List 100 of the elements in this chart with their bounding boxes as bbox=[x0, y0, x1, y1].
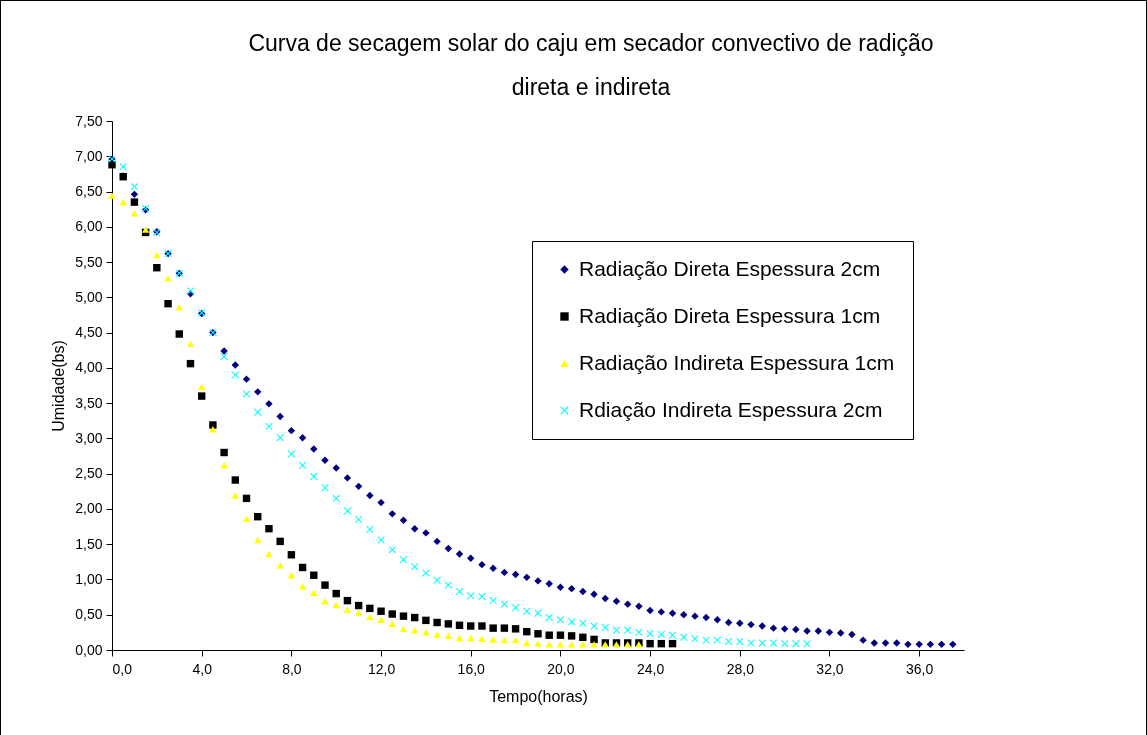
point bbox=[489, 636, 497, 643]
point bbox=[590, 641, 598, 648]
point bbox=[422, 629, 430, 636]
point bbox=[321, 581, 329, 589]
y-tick-label: 1,00 bbox=[75, 570, 103, 587]
point bbox=[534, 640, 542, 647]
x-axis-title: Tempo(horas) bbox=[489, 687, 588, 705]
point bbox=[545, 631, 553, 639]
point bbox=[153, 264, 161, 272]
y-tick-label: 6,00 bbox=[75, 218, 103, 235]
point bbox=[343, 606, 352, 614]
point bbox=[321, 598, 329, 605]
point bbox=[377, 607, 385, 615]
y-tick-label: 2,00 bbox=[75, 500, 103, 517]
point bbox=[108, 192, 116, 199]
point bbox=[209, 421, 217, 429]
x-tick-label: 24,0 bbox=[636, 660, 665, 677]
point bbox=[444, 620, 453, 628]
point bbox=[579, 641, 587, 648]
point bbox=[567, 632, 576, 640]
legend-label: Radiação Direta Espessura 2cm bbox=[579, 256, 881, 280]
point bbox=[579, 633, 587, 642]
point bbox=[455, 634, 464, 642]
point bbox=[422, 616, 430, 625]
point bbox=[197, 383, 206, 391]
y-tick-label: 5,50 bbox=[75, 253, 103, 270]
point bbox=[500, 636, 509, 644]
point bbox=[220, 448, 228, 457]
x-tick-label: 12,0 bbox=[367, 660, 396, 677]
point bbox=[467, 634, 475, 642]
point bbox=[511, 625, 520, 633]
y-tick-label: 3,00 bbox=[75, 429, 103, 446]
point bbox=[354, 609, 363, 616]
point bbox=[556, 641, 565, 648]
point bbox=[399, 612, 408, 620]
point bbox=[175, 330, 183, 338]
point bbox=[332, 601, 340, 609]
y-tick-label: 0,00 bbox=[75, 641, 103, 658]
legend-label: Radiação Direta Espessura 1cm bbox=[579, 303, 881, 327]
y-tick-label: 7,00 bbox=[75, 147, 103, 164]
y-tick-label: 2,50 bbox=[75, 465, 103, 482]
point bbox=[265, 524, 273, 533]
point bbox=[399, 625, 408, 633]
x-tick-label: 0,0 bbox=[112, 660, 133, 677]
y-axis-title: Umidade(bs) bbox=[50, 340, 68, 432]
chart-title: Curva de secagem solar do caju em secador convectivo de radição direta e indireta bbox=[248, 30, 934, 100]
y-tick-label: 6,50 bbox=[75, 183, 103, 200]
point bbox=[231, 476, 240, 484]
point bbox=[500, 624, 509, 632]
point bbox=[366, 604, 374, 613]
point bbox=[388, 610, 396, 618]
x-tick-label: 16,0 bbox=[457, 660, 486, 677]
point bbox=[377, 616, 385, 623]
x-tick-label: 20,0 bbox=[547, 660, 575, 677]
point bbox=[164, 275, 172, 282]
point bbox=[489, 624, 497, 632]
y-tick-label: 7,50 bbox=[75, 112, 103, 129]
point bbox=[231, 492, 240, 499]
point bbox=[242, 515, 251, 523]
point bbox=[433, 631, 441, 638]
point bbox=[534, 630, 542, 638]
point bbox=[478, 622, 486, 630]
point bbox=[433, 618, 441, 627]
point bbox=[545, 641, 553, 648]
point bbox=[298, 583, 307, 590]
point bbox=[310, 589, 318, 597]
point bbox=[276, 537, 284, 546]
point bbox=[556, 631, 565, 639]
point bbox=[197, 392, 206, 400]
y-tick-label: 5,00 bbox=[75, 288, 103, 305]
point bbox=[276, 562, 284, 569]
legend-label: Rdiação Indireta Espessura 2cm bbox=[579, 397, 883, 421]
point bbox=[366, 613, 374, 621]
point bbox=[141, 226, 150, 233]
x-tick-label: 32,0 bbox=[816, 660, 844, 677]
y-tick-label: 0,50 bbox=[75, 606, 103, 623]
point bbox=[646, 639, 654, 648]
point bbox=[590, 635, 598, 644]
point bbox=[511, 636, 520, 644]
x-tick-label: 8,0 bbox=[282, 660, 302, 677]
point bbox=[130, 210, 139, 217]
x-tick-label: 4,0 bbox=[192, 660, 213, 677]
point bbox=[478, 635, 486, 642]
legend-label: Radiação Indireta Espessura 1cm bbox=[579, 350, 895, 374]
point bbox=[467, 622, 475, 630]
point bbox=[523, 639, 531, 647]
y-tick-label: 3,50 bbox=[75, 394, 103, 411]
point bbox=[153, 251, 161, 259]
x-tick-label: 28,0 bbox=[726, 660, 755, 677]
point bbox=[444, 632, 453, 640]
point bbox=[108, 161, 116, 169]
point bbox=[186, 340, 195, 348]
point bbox=[567, 641, 576, 648]
point bbox=[130, 198, 139, 206]
y-tick-label: 1,50 bbox=[75, 535, 103, 552]
point bbox=[388, 620, 396, 628]
point bbox=[164, 299, 172, 308]
point bbox=[254, 536, 262, 544]
x-tick-label: 36,0 bbox=[906, 660, 934, 677]
y-tick-label: 4,50 bbox=[75, 324, 103, 341]
